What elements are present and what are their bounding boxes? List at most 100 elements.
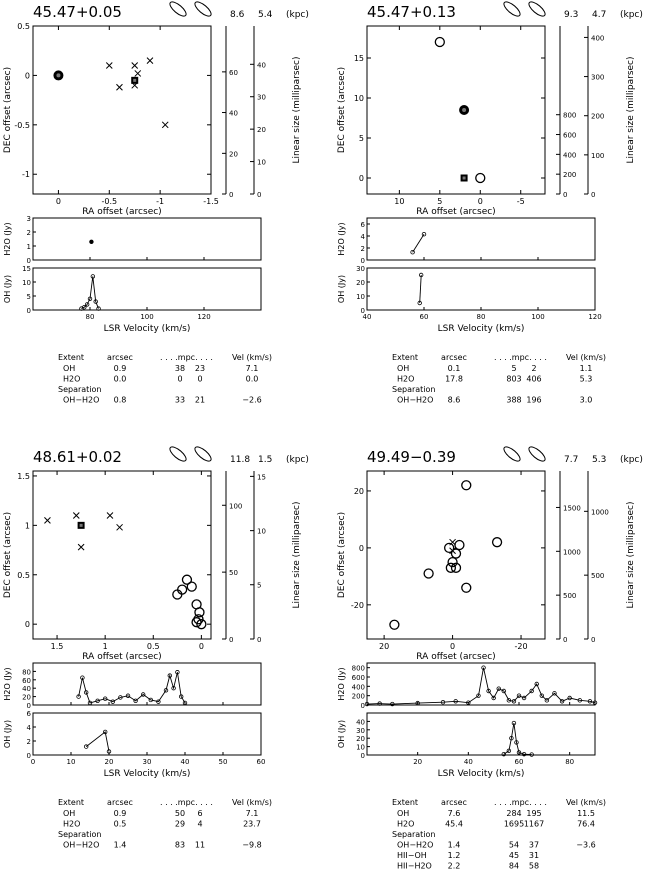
oh-spectrum-ytick-label: 20 [356,279,365,287]
distance-near: 9.3 [564,10,578,20]
oh-spectrum-ytick-label: 10 [22,279,31,287]
oh-spectrum-point [87,296,93,301]
table-header: . . . .mpc. . . . [494,798,547,807]
table-row-label: OH−H2O [397,841,433,850]
table-cell: 406 [526,375,541,384]
beam-ellipse-icon [169,1,187,17]
table-cell: 7.1 [246,364,259,373]
h2o-spectrum-point [156,699,161,704]
map-xlabel: RA offset (arcsec) [82,207,161,217]
h2o-spectrum-point [410,249,415,255]
scale-bar-label: 10 [257,528,266,536]
table-cell: 388 [506,396,521,405]
distance-unit: (kpc) [620,10,643,20]
h2o-spectrum-ylabel: H2O (Jy) [3,222,12,255]
table-cell: 11 [195,841,205,850]
map-ytick-label: 5 [359,134,364,143]
table-row-label: HII−H2O [397,862,432,871]
table-cell: −3.6 [576,841,595,850]
scale-bar-label: 200 [563,171,576,179]
scale-bar-label: 0 [591,191,595,199]
table-row-label: OH−H2O [63,841,99,850]
map-ylabel: DEC offset (arcsec) [3,67,13,153]
oh-spectrum-frame [32,712,262,756]
filled-square-core [79,523,83,527]
h2o-spectrum-point [544,698,550,703]
h2o-spectrum-point [491,695,496,701]
circle-marker [191,617,202,628]
oh-spectrum-point [417,300,422,306]
table-header: . . . .mpc. . . . [494,353,547,362]
cross-stroke [134,70,142,77]
filled-square-core [462,176,466,180]
map-xlabel: RA offset (arcsec) [82,652,161,662]
oh-spectrum-point [82,305,87,310]
oh-spectrum-line [503,723,532,756]
table-row-label: H2O [63,820,80,829]
cross-stroke [105,62,113,69]
oh-spectrum-xtick-label: 80 [565,758,574,766]
h2o-spectrum-point [163,688,169,693]
circle-marker [194,607,205,618]
table-cell: 29 [175,820,185,829]
oh-spectrum-ytick-label: 0 [361,752,365,760]
map-ytick-label: 1 [25,521,30,530]
h2o-spectrum-point [102,696,108,701]
beam-ellipse-icon [194,446,212,462]
map-ytick-label: -0.5 [14,121,30,130]
h2o-spectrum-frame [32,217,262,261]
oh-spectrum-point [418,272,424,278]
table-cell: 0.8 [114,396,127,405]
oh-spectrum-point [106,749,112,754]
velocity-xlabel: LSR Velocity (km/s) [438,769,525,779]
cross-stroke [449,547,456,555]
table-cell: 5 [511,364,516,373]
h2o-spectrum-point [171,685,176,691]
map-ytick-label: 0 [25,620,30,629]
h2o-spectrum-point [534,681,539,687]
cross-marker [44,517,51,524]
beam-ellipse-icon [528,1,546,17]
table-cell: −9.8 [242,841,261,850]
oh-spectrum-point [93,299,98,304]
oh-spectrum-point [529,752,534,757]
table-row-label: HII−OH [397,851,427,860]
velocity-xlabel: LSR Velocity (km/s) [104,769,191,779]
oh-spectrum-xtick-label: 10 [67,758,76,766]
circle-marker [454,539,465,551]
h2o-spectrum-ytick-label: 20 [22,694,31,702]
oh-spectrum-point [516,750,522,755]
oh-spectrum-point [514,740,519,745]
table-cell: 1167 [524,820,544,829]
table-cell: 0.0 [114,375,127,384]
h2o-spectrum-point [89,239,94,244]
circle-marker [423,568,434,579]
table-cell: 83 [175,841,185,850]
table-row-label: OH [397,364,409,373]
table-cell: 54 [509,841,519,850]
h2o-spectrum-ylabel: H2O (Jy) [337,667,346,700]
table-row-label: Separation [58,385,102,394]
map-xtick-label: 0 [56,197,61,206]
h2o-spectrum-point [80,675,85,680]
distance-unit: (kpc) [286,10,309,20]
scale-bar-label: 40 [257,61,266,69]
map-ytick-label: 0 [359,544,364,553]
table-cell: 50 [175,809,185,818]
distance-near: 7.7 [564,455,578,465]
table-cell: 6 [197,809,202,818]
oh-spectrum-ytick-label: 6 [27,710,32,718]
map-ytick-label: -20 [351,601,364,610]
circle-marker [461,582,472,593]
cross-marker [161,121,169,129]
table-header: Vel (km/s) [566,798,606,807]
cross-stroke [116,83,123,91]
circle-marker [447,556,458,568]
h2o-spectrum-point [511,699,517,704]
oh-spectrum-xtick-label: 40 [181,758,190,766]
h2o-spectrum-ytick-label: 6 [361,221,366,229]
map-xtick-label: -1 [156,197,164,206]
panel-3: 48.61+0.02 11.8 1.5 (kpc)1.5 1 0.5 000.511.5RA… [3,446,309,850]
